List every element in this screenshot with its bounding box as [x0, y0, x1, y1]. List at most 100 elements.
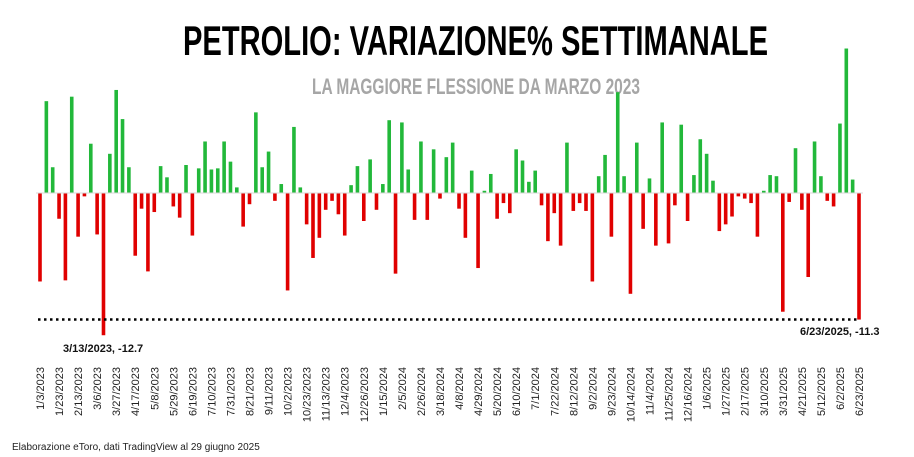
bar-week-34 [247, 193, 252, 205]
bar-week-37 [266, 151, 271, 193]
x-tick-label: 9/2/2024 [587, 367, 599, 410]
bar-week-22 [171, 193, 176, 207]
x-tick-label: 5/8/2023 [149, 367, 161, 410]
bar-week-120 [793, 148, 798, 193]
x-tick-label: 6/23/2025 [854, 367, 866, 416]
bar-week-94 [628, 193, 633, 294]
bar-week-21 [165, 177, 169, 193]
bar-week-2 [44, 101, 49, 193]
x-tick-label: 10/14/2024 [625, 367, 637, 422]
bar-week-48 [336, 193, 341, 215]
bar-week-95 [634, 142, 639, 193]
bar-week-109 [723, 193, 728, 225]
bar-week-26 [196, 168, 201, 193]
bar-week-46 [323, 193, 328, 210]
x-tick-label: 9/23/2024 [606, 367, 618, 416]
bar-week-113 [749, 193, 753, 204]
bar-week-59 [406, 169, 411, 193]
bar-week-83 [558, 193, 563, 246]
bar-week-76 [514, 149, 518, 193]
bar-week-89 [596, 176, 601, 193]
bar-week-8 [82, 193, 87, 197]
bar-week-128 [844, 48, 849, 193]
bar-week-36 [260, 167, 265, 193]
bar-week-54 [374, 193, 379, 210]
bar-week-10 [95, 193, 99, 235]
x-tick-label: 10/2/2023 [283, 367, 295, 416]
bar-week-40 [285, 193, 290, 291]
bar-week-97 [647, 178, 652, 193]
x-tick-label: 4/21/2025 [797, 367, 809, 416]
bar-week-16 [133, 193, 138, 256]
bar-week-18 [146, 193, 150, 272]
bar-week-64 [438, 193, 442, 199]
bar-week-93 [622, 176, 626, 193]
bar-week-6 [69, 96, 74, 193]
bar-week-127 [838, 123, 842, 193]
bar-week-102 [679, 124, 684, 193]
bar-week-58 [400, 122, 404, 193]
bar-week-114 [755, 193, 760, 237]
bar-week-47 [330, 193, 334, 201]
bar-week-110 [730, 193, 734, 217]
bar-week-79 [533, 170, 538, 193]
bar-week-50 [349, 185, 353, 193]
footer-source-note: Elaborazione eToro, dati TradingView al … [12, 442, 260, 453]
x-tick-label: 5/29/2023 [168, 367, 180, 416]
bar-week-5 [63, 193, 68, 281]
bar-week-129 [850, 179, 855, 193]
bar-week-125 [825, 193, 830, 201]
bars-group [38, 48, 861, 336]
bar-week-71 [482, 190, 487, 193]
bar-week-98 [654, 193, 658, 246]
bar-week-130 [857, 193, 861, 320]
x-tick-label: 7/31/2023 [225, 367, 237, 416]
bar-week-11 [101, 193, 106, 336]
bar-week-123 [812, 141, 817, 193]
x-tick-label: 7/1/2024 [530, 367, 542, 410]
bar-week-3 [50, 167, 55, 193]
x-tick-label: 10/23/2023 [302, 367, 314, 422]
x-tick-label: 2/13/2023 [73, 367, 85, 416]
bar-week-24 [184, 165, 188, 193]
bar-week-108 [717, 193, 722, 232]
x-tick-label: 4/29/2024 [473, 367, 485, 416]
x-tick-label: 4/8/2024 [454, 367, 466, 410]
bar-week-75 [508, 193, 512, 214]
x-tick-label: 8/12/2024 [568, 367, 580, 416]
bar-week-7 [76, 193, 80, 237]
bar-week-68 [463, 193, 468, 238]
bar-week-61 [419, 141, 423, 193]
bar-week-82 [552, 193, 557, 214]
bar-week-104 [692, 175, 696, 193]
x-tick-label: 4/17/2023 [130, 367, 142, 416]
x-tick-label: 2/26/2024 [416, 367, 428, 416]
bar-week-117 [774, 176, 779, 193]
bar-week-60 [412, 193, 417, 220]
bar-week-70 [476, 193, 480, 269]
bar-week-81 [546, 193, 550, 242]
bar-week-73 [495, 193, 499, 219]
bar-week-28 [209, 169, 214, 193]
bar-week-43 [304, 193, 309, 225]
x-tick-label: 12/16/2024 [683, 367, 695, 422]
bar-week-67 [457, 193, 461, 209]
bar-week-42 [298, 187, 303, 193]
annotation-last-2025: 6/23/2025, -11.3 [800, 326, 880, 338]
bar-week-29 [215, 168, 220, 193]
bar-week-105 [698, 139, 703, 193]
bar-week-107 [711, 180, 715, 193]
x-tick-label: 8/21/2023 [245, 367, 257, 416]
bar-week-55 [381, 184, 385, 193]
x-tick-label: 11/25/2024 [664, 367, 676, 421]
x-tick-label: 5/20/2024 [492, 367, 504, 416]
bar-week-13 [114, 89, 118, 193]
bar-week-17 [139, 193, 144, 209]
bar-week-44 [311, 193, 315, 258]
bar-week-1 [38, 193, 42, 282]
bar-week-122 [806, 193, 811, 277]
bar-week-74 [501, 193, 506, 204]
bar-week-49 [342, 193, 347, 236]
x-tick-label: 1/27/2025 [721, 367, 733, 416]
bar-week-80 [539, 193, 544, 206]
